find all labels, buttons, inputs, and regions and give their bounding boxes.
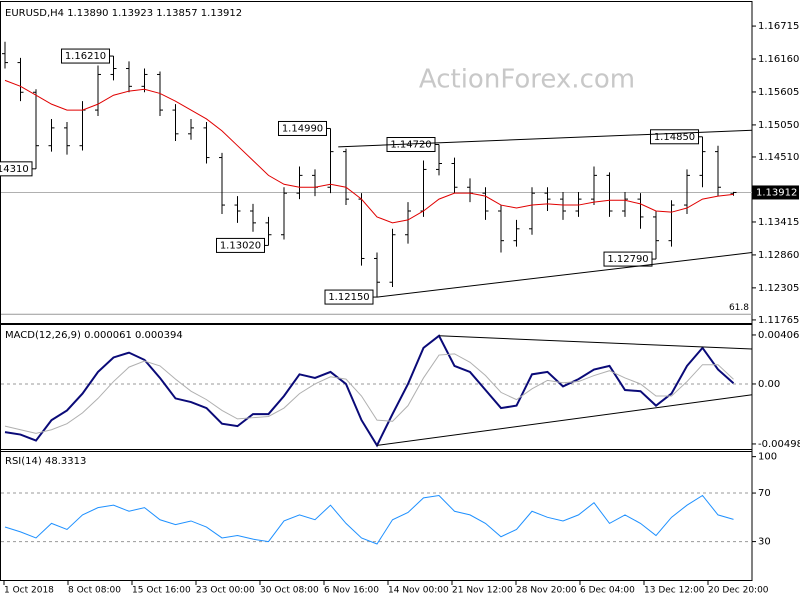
y-tick-label: 1.14510 (758, 152, 799, 163)
current-price-box (752, 185, 799, 200)
x-tick-label: 6 Dec 04:00 (580, 586, 635, 596)
y-tick-label: 1.15605 (758, 87, 799, 98)
annotation-box (216, 237, 265, 253)
panel-title: EURUSD,H4 1.13890 1.13923 1.13857 1.1391… (5, 8, 242, 19)
y-tick-label: 1.16160 (758, 54, 799, 65)
x-tick-label: 30 Oct 08:00 (260, 586, 319, 596)
y-tick-label: 1.11765 (758, 315, 799, 326)
annotation-box (324, 289, 374, 305)
annotation-label: 1.14850 (654, 132, 695, 143)
trend-line (376, 252, 753, 298)
panel-frame (0, 323, 753, 452)
trend-line (438, 335, 753, 350)
x-tick-label: 13 Dec 12:00 (644, 586, 705, 596)
watermark: ActionForex.com (419, 65, 635, 95)
annotation-label: 1.14310 (0, 164, 29, 175)
annotation-label: 1.14720 (390, 140, 431, 151)
x-tick-label: 14 Nov 00:00 (388, 586, 449, 596)
y-tick-label: -0.004981 (758, 439, 800, 450)
panel-frame (0, 449, 753, 581)
indicator-line (4, 334, 735, 448)
x-tick-label: 6 Nov 16:00 (324, 586, 379, 596)
x-tick-label: 20 Dec 20:00 (708, 586, 769, 596)
annotation-box (61, 48, 110, 64)
annotation-box (278, 120, 327, 136)
trend-line (338, 129, 753, 148)
trend-line (376, 394, 753, 446)
indicator-line (4, 494, 734, 545)
y-tick-label: 1.16715 (758, 21, 799, 32)
annotation-label: 1.14990 (282, 123, 323, 134)
y-tick-label: 0.00 (758, 379, 780, 390)
annotation-label: 1.12790 (607, 254, 648, 265)
current-price-label: 1.13912 (756, 187, 797, 198)
annotation-box (603, 251, 653, 267)
y-tick-label: 1.12860 (758, 250, 799, 261)
y-tick-label: 0.004069 (758, 330, 800, 341)
panel-frame (0, 1, 753, 325)
x-tick-label: 8 Oct 08:00 (68, 586, 121, 596)
annotation-label: 1.13020 (220, 240, 261, 251)
x-tick-label: 15 Oct 16:00 (132, 586, 191, 596)
annotation-label: 1.12150 (328, 292, 369, 303)
y-tick-label: 1.15050 (758, 120, 799, 131)
x-tick-label: 23 Oct 00:00 (196, 586, 255, 596)
x-tick-label: 21 Nov 12:00 (452, 586, 513, 596)
y-tick-label: 1.13415 (758, 217, 799, 228)
fib-label: 61.8 (729, 303, 749, 313)
annotation-label: 1.16210 (65, 51, 106, 62)
annotation-box (0, 161, 33, 177)
y-tick-label: 30 (758, 537, 771, 548)
x-tick-label: 1 Oct 2018 (4, 586, 54, 596)
moving-average (4, 79, 734, 224)
x-tick-label: 28 Nov 20:00 (516, 586, 577, 596)
y-tick-label: 1.12305 (758, 283, 799, 294)
y-tick-label: 70 (758, 488, 771, 499)
panel-title: MACD(12,26,9) 0.000061 0.000394 (5, 330, 183, 341)
panel-title: RSI(14) 48.3313 (5, 456, 86, 467)
y-tick-label: 100 (758, 452, 777, 463)
indicator-line (4, 353, 734, 434)
